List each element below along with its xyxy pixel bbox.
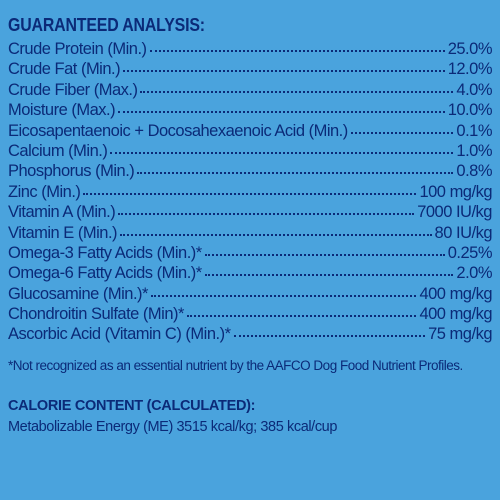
row-label: Phosphorus (Min.) — [8, 162, 135, 181]
row-value: 80 IU/kg — [434, 223, 493, 242]
analysis-row-omega-3: Omega-3 Fatty Acids (Min.)* 0.25% — [8, 243, 493, 263]
analysis-row-phosphorus: Phosphorus (Min.) 0.8% — [8, 161, 492, 181]
row-label: Crude Protein (Min.) — [8, 40, 147, 58]
dot-leader — [83, 190, 417, 195]
row-value: 25.0% — [447, 40, 493, 58]
dot-leader — [150, 292, 417, 297]
calorie-content-line: Metabolizable Energy (ME) 3515 kcal/kg; … — [8, 418, 337, 436]
analysis-row-omega-6: Omega-6 Fatty Acids (Min.)* 2.0% — [8, 263, 492, 283]
row-label: Ascorbic Acid (Vitamin C) (Min.)* — [8, 325, 231, 344]
row-value: 400 mg/kg — [419, 284, 492, 303]
row-value: 0.25% — [447, 243, 493, 262]
row-value: 0.8% — [456, 162, 492, 181]
dot-leader — [137, 169, 454, 175]
row-value: 400 mg/kg — [419, 305, 492, 324]
analysis-row-crude-protein: Crude Protein (Min.) 25.0% — [8, 39, 493, 59]
row-value: 7000 IU/kg — [417, 203, 492, 222]
row-label: Moisture (Max.) — [8, 101, 116, 120]
row-label: Omega-6 Fatty Acids (Min.)* — [8, 264, 202, 283]
row-value: 2.0% — [456, 264, 492, 283]
dot-leader — [118, 210, 415, 216]
analysis-row-vitamin-e: Vitamin E (Min.) 80 IU/kg — [8, 223, 493, 243]
analysis-row-vitamin-a: Vitamin A (Min.) 7000 IU/kg — [8, 202, 492, 222]
row-value: 1.0% — [456, 141, 492, 160]
guaranteed-analysis-heading: GUARANTEED ANALYSIS: — [8, 14, 205, 35]
analysis-row-crude-fiber: Crude Fiber (Max.) 4.0% — [8, 80, 492, 100]
row-label: Crude Fat (Min.) — [8, 60, 121, 79]
dot-leader — [123, 67, 445, 73]
dot-leader — [350, 129, 454, 134]
aafco-footnote: *Not recognized as an essential nutrient… — [8, 357, 463, 373]
dot-leader — [186, 312, 417, 318]
analysis-row-zinc: Zinc (Min.) 100 mg/kg — [8, 182, 492, 202]
analysis-row-calcium: Calcium (Min.) 1.0% — [8, 141, 492, 161]
row-label: Zinc (Min.) — [8, 182, 81, 201]
row-label: Glucosamine (Min.)* — [8, 284, 148, 303]
row-value: 4.0% — [456, 80, 492, 99]
row-label: Eicosapentaenoic + Docosahexaenoic Acid … — [8, 121, 348, 140]
analysis-row-epa-dha: Eicosapentaenoic + Docosahexaenoic Acid … — [8, 121, 492, 141]
row-label: Omega-3 Fatty Acids (Min.)* — [8, 243, 202, 262]
analysis-row-ascorbic-acid: Ascorbic Acid (Vitamin C) (Min.)* 75 mg/… — [8, 324, 492, 344]
dot-leader — [120, 231, 432, 236]
row-value: 75 mg/kg — [428, 325, 492, 344]
dot-leader — [204, 271, 454, 277]
analysis-table: Crude Protein (Min.) 25.0% Crude Fat (Mi… — [8, 39, 493, 345]
analysis-row-moisture: Moisture (Max.) 10.0% — [8, 100, 493, 120]
dot-leader — [118, 108, 445, 114]
row-value: 0.1% — [456, 121, 492, 140]
row-value: 100 mg/kg — [419, 182, 492, 201]
row-value: 10.0% — [447, 101, 493, 120]
dot-leader — [149, 47, 445, 52]
row-value: 12.0% — [447, 60, 493, 79]
dot-leader — [140, 88, 454, 93]
calorie-content-heading: CALORIE CONTENT (CALCULATED): — [8, 397, 256, 414]
row-label: Chondroitin Sulfate (Min)* — [8, 305, 184, 324]
row-label: Crude Fiber (Max.) — [8, 80, 138, 99]
analysis-row-crude-fat: Crude Fat (Min.) 12.0% — [8, 59, 493, 79]
analysis-row-glucosamine: Glucosamine (Min.)* 400 mg/kg — [8, 284, 492, 304]
dot-leader — [110, 149, 454, 154]
row-label: Vitamin A (Min.) — [8, 203, 116, 222]
row-label: Calcium (Min.) — [8, 141, 108, 160]
row-label: Vitamin E (Min.) — [8, 223, 118, 242]
calorie-per-cup: 385 kcal/cup — [256, 418, 337, 435]
dot-leader — [233, 332, 426, 338]
dot-leader — [204, 251, 445, 256]
analysis-row-chondroitin: Chondroitin Sulfate (Min)* 400 mg/kg — [8, 304, 492, 324]
calorie-per-kg: Metabolizable Energy (ME) 3515 kcal/kg; — [8, 418, 257, 435]
